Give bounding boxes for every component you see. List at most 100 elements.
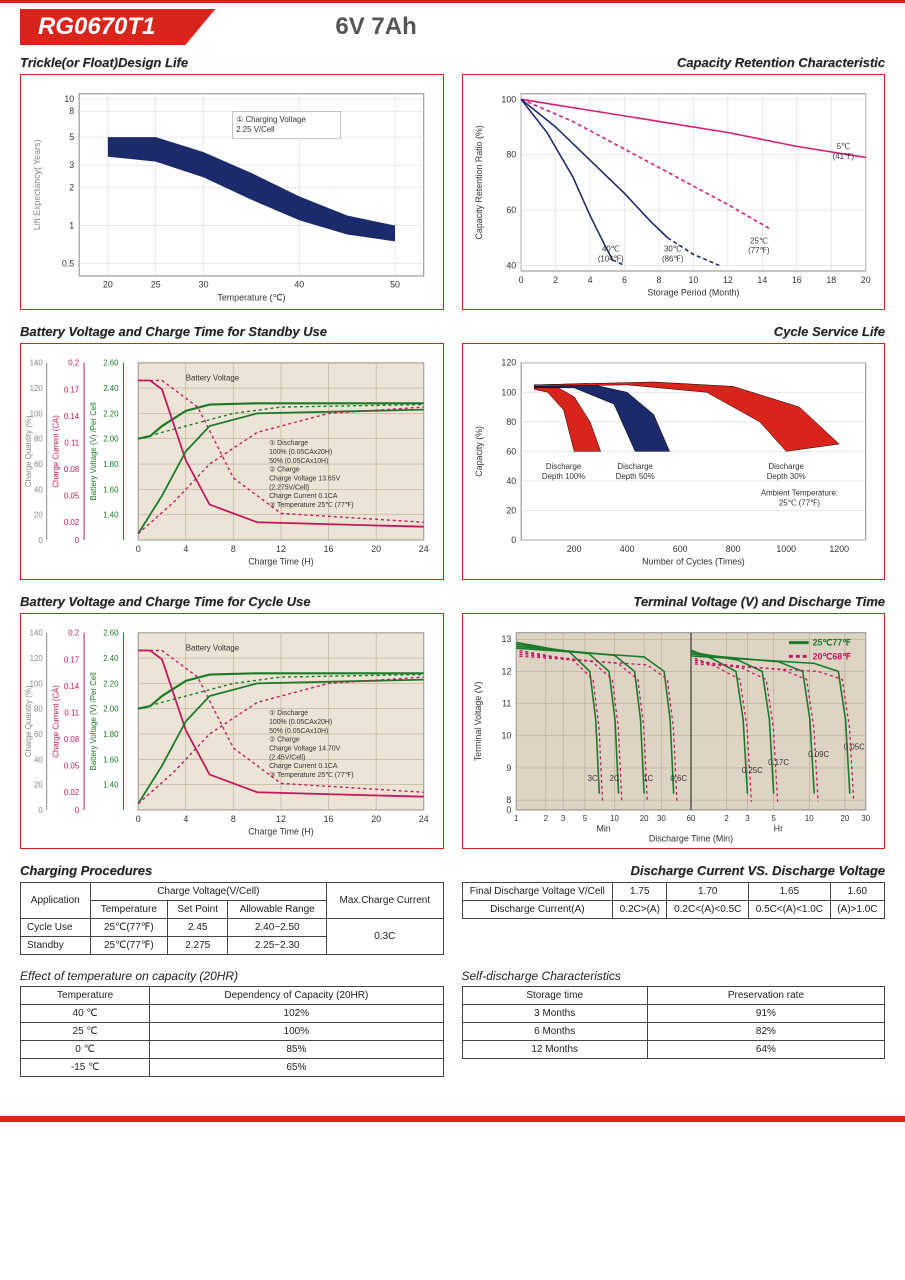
svg-text:0.08: 0.08 [64, 465, 80, 474]
svg-text:1: 1 [514, 814, 518, 823]
svg-text:12: 12 [276, 814, 286, 824]
svg-text:0.05: 0.05 [64, 492, 80, 501]
svg-text:600: 600 [672, 544, 687, 554]
svg-text:0: 0 [136, 814, 141, 824]
svg-text:10: 10 [688, 275, 698, 285]
svg-text:0: 0 [75, 806, 80, 815]
table-row: Discharge Current(A) 0.2C>(A) 0.2C<(A)<0… [462, 901, 885, 919]
svg-text:0.02: 0.02 [64, 788, 79, 797]
svg-text:100: 100 [501, 388, 516, 398]
svg-text:2.40: 2.40 [103, 654, 119, 663]
table-charging: Application Charge Voltage(V/Cell) Max.C… [20, 882, 444, 955]
svg-text:0.02: 0.02 [64, 519, 79, 528]
svg-text:(2.275V/Cell): (2.275V/Cell) [269, 485, 309, 492]
svg-text:50% (0.05CAx10H): 50% (0.05CAx10H) [269, 728, 328, 735]
svg-text:1000: 1000 [776, 544, 796, 554]
chart-trickle: 0.512358102025304050① Charging Voltage2.… [20, 74, 444, 310]
svg-text:20: 20 [371, 544, 381, 554]
svg-text:24: 24 [419, 814, 429, 824]
title-terminal: Terminal Voltage (V) and Discharge Time [462, 594, 886, 609]
svg-text:12: 12 [276, 544, 286, 554]
svg-text:11: 11 [502, 698, 511, 708]
svg-text:0.2: 0.2 [68, 359, 79, 368]
svg-text:Charge Quantity (%): Charge Quantity (%) [25, 416, 33, 488]
svg-text:16: 16 [324, 544, 334, 554]
title-tempeffect: Effect of temperature on capacity (20HR) [20, 969, 444, 983]
svg-text:25: 25 [151, 280, 161, 290]
svg-text:120: 120 [30, 384, 44, 393]
svg-text:Charge Time (H): Charge Time (H) [248, 557, 314, 567]
svg-text:30℃(86℉): 30℃(86℉) [662, 245, 684, 264]
table-tempeffect: TemperatureDependency of Capacity (20HR)… [20, 986, 444, 1077]
svg-text:3: 3 [69, 160, 74, 170]
svg-text:10: 10 [610, 814, 619, 823]
svg-text:Charge Current (CA): Charge Current (CA) [51, 415, 60, 488]
svg-text:Charge Current 0.1CA: Charge Current 0.1CA [269, 763, 338, 770]
svg-text:40: 40 [34, 755, 43, 764]
svg-text:DischargeDepth 100%: DischargeDepth 100% [541, 463, 584, 482]
svg-text:3: 3 [745, 814, 750, 823]
svg-text:5: 5 [771, 814, 776, 823]
svg-text:(2.45V/Cell): (2.45V/Cell) [269, 754, 305, 761]
svg-text:60: 60 [506, 447, 516, 457]
svg-text:Discharge Time (Min): Discharge Time (Min) [648, 833, 732, 843]
svg-text:120: 120 [30, 654, 44, 663]
svg-text:Temperature (℃): Temperature (℃) [217, 293, 285, 303]
svg-text:13: 13 [501, 634, 511, 644]
svg-text:1.40: 1.40 [103, 511, 119, 520]
table-discharge: Final Discharge Voltage V/Cell 1.75 1.70… [462, 882, 886, 919]
svg-text:8: 8 [506, 795, 511, 805]
svg-text:Charge Current (CA): Charge Current (CA) [51, 685, 60, 758]
svg-text:1200: 1200 [829, 544, 849, 554]
svg-text:800: 800 [725, 544, 740, 554]
svg-text:Charge Quantity (%): Charge Quantity (%) [25, 685, 33, 757]
svg-text:80: 80 [506, 150, 516, 160]
svg-text:120: 120 [501, 358, 516, 368]
chart-standby: 0481216202402040608010012014000.020.050.… [20, 343, 444, 579]
svg-text:60: 60 [506, 205, 516, 215]
svg-text:2.40: 2.40 [103, 384, 119, 393]
svg-text:2.00: 2.00 [103, 705, 119, 714]
table-row: 3 Months91% [462, 1005, 885, 1023]
svg-text:2.00: 2.00 [103, 435, 119, 444]
svg-text:20: 20 [840, 814, 849, 823]
model-ribbon: RG0670T1 [20, 9, 215, 45]
svg-text:100% (0.05CAx20H): 100% (0.05CAx20H) [269, 449, 332, 456]
th-temp: Temperature [90, 901, 168, 919]
svg-text:20: 20 [34, 780, 43, 789]
svg-text:9: 9 [506, 763, 511, 773]
svg-text:30: 30 [657, 814, 666, 823]
svg-text:4: 4 [183, 544, 188, 554]
svg-text:Battery Voltage (V) /Per Cell: Battery Voltage (V) /Per Cell [89, 672, 98, 771]
svg-text:0.14: 0.14 [64, 682, 80, 691]
svg-text:8: 8 [231, 814, 236, 824]
spec-text: 6V 7Ah [335, 13, 416, 41]
svg-text:1.80: 1.80 [103, 460, 119, 469]
svg-text:1.60: 1.60 [103, 755, 119, 764]
th-app: Application [21, 883, 91, 919]
svg-text:0.14: 0.14 [64, 412, 80, 421]
svg-text:80: 80 [506, 417, 516, 427]
svg-text:50% (0.05CAx10H): 50% (0.05CAx10H) [269, 458, 328, 465]
svg-text:8: 8 [231, 544, 236, 554]
svg-text:10: 10 [501, 731, 511, 741]
page: RG0670T1 6V 7Ah Trickle(or Float)Design … [0, 7, 905, 1106]
title-cyclelife: Cycle Service Life [462, 324, 886, 339]
title-charging: Charging Procedures [20, 863, 444, 878]
svg-text:400: 400 [619, 544, 634, 554]
svg-text:40: 40 [506, 260, 516, 270]
svg-text:5: 5 [582, 814, 587, 823]
svg-text:2.60: 2.60 [103, 359, 119, 368]
svg-text:5: 5 [69, 132, 74, 142]
svg-text:0: 0 [38, 536, 43, 545]
svg-text:Number of Cycles (Times): Number of Cycles (Times) [642, 557, 745, 567]
svg-text:2: 2 [724, 814, 728, 823]
svg-text:4: 4 [587, 275, 592, 285]
svg-text:2: 2 [553, 275, 558, 285]
svg-text:60: 60 [34, 730, 43, 739]
svg-text:6: 6 [622, 275, 627, 285]
svg-text:0.05: 0.05 [64, 762, 80, 771]
svg-text:2.20: 2.20 [103, 410, 119, 419]
svg-text:0.17: 0.17 [64, 655, 79, 664]
svg-text:40: 40 [506, 476, 516, 486]
